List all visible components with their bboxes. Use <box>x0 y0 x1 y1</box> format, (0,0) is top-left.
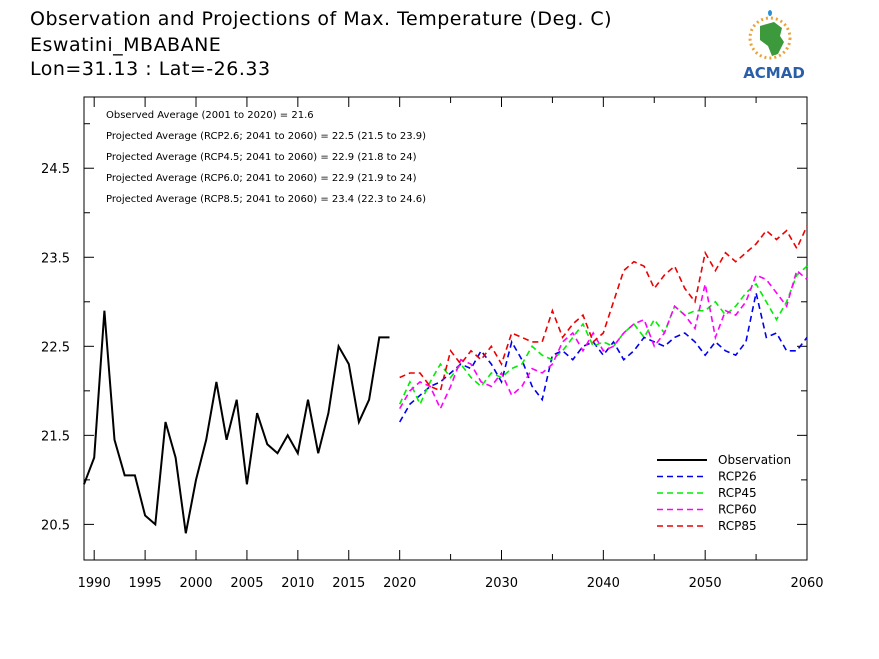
y-tick-label: 24.5 <box>41 162 70 177</box>
plot-frame <box>83 96 808 561</box>
annotation-text: Projected Average (RCP2.6; 2041 to 2060)… <box>106 131 426 142</box>
series-line-rcp45 <box>398 265 808 407</box>
legend-label: RCP45 <box>718 486 757 500</box>
y-tick-label: 22.5 <box>41 340 70 355</box>
coordinates-label: Lon=31.13 : Lat=-26.33 <box>30 58 271 80</box>
x-tick-label: 2020 <box>383 576 416 591</box>
x-tick-label: 2040 <box>587 576 620 591</box>
annotation-text: Projected Average (RCP8.5; 2041 to 2060)… <box>106 194 426 205</box>
africa-map-icon: ACMAD <box>743 10 805 82</box>
annotation-text: Observed Average (2001 to 2020) = 21.6 <box>106 110 314 121</box>
series-line-rcp85 <box>399 225 808 392</box>
annotation-text: Projected Average (RCP4.5; 2041 to 2060)… <box>106 152 417 163</box>
chart-title: Observation and Projections of Max. Temp… <box>30 8 613 30</box>
acmad-logo: ACMAD <box>734 8 820 84</box>
y-tick-label: 23.5 <box>41 251 70 266</box>
x-tick-label: 2060 <box>790 576 823 591</box>
x-tick-label: 2000 <box>179 576 212 591</box>
x-tick-label: 2050 <box>689 576 722 591</box>
series-line-rcp60 <box>399 269 808 411</box>
legend-label: Observation <box>718 453 791 467</box>
legend-label: RCP26 <box>718 470 757 484</box>
x-tick-label: 2030 <box>485 576 518 591</box>
location-name: Eswatini_MBABANE <box>30 34 222 56</box>
annotation-text: Projected Average (RCP6.0; 2041 to 2060)… <box>106 173 417 184</box>
legend-label: RCP60 <box>718 503 757 517</box>
x-tick-label: 1995 <box>129 576 162 591</box>
legend-label: RCP85 <box>718 519 757 533</box>
y-tick-label: 21.5 <box>41 429 70 444</box>
series-line-rcp26 <box>399 292 808 423</box>
y-tick-label: 20.5 <box>41 518 70 533</box>
x-tick-label: 1990 <box>78 576 111 591</box>
x-tick-label: 2010 <box>281 576 314 591</box>
x-tick-label: 2015 <box>332 576 365 591</box>
series-line-observation <box>83 310 390 534</box>
x-tick-label: 2005 <box>230 576 263 591</box>
logo-text: ACMAD <box>743 64 805 82</box>
